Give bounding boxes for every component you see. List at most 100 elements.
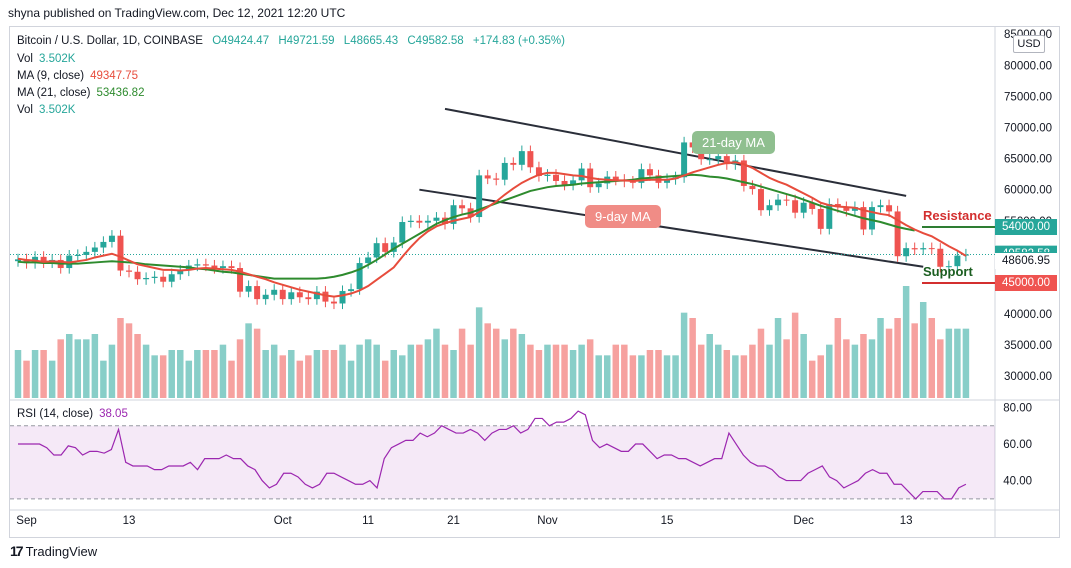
volume-bar bbox=[236, 339, 244, 398]
rsi-line bbox=[18, 410, 967, 500]
price-tick-label: 60000.00 bbox=[1004, 185, 1052, 197]
candle-body bbox=[424, 220, 431, 223]
volume-bar bbox=[766, 344, 773, 398]
candle-body bbox=[305, 297, 312, 300]
volume-bar bbox=[501, 339, 509, 398]
chart-frame bbox=[9, 26, 1060, 538]
time-tick-label: Sep bbox=[16, 515, 36, 527]
volume-bar bbox=[74, 339, 82, 398]
volume-bar bbox=[646, 350, 654, 398]
candle-body bbox=[23, 259, 30, 264]
volume-bar bbox=[253, 328, 261, 398]
price-tick-label: 65000.00 bbox=[1004, 154, 1052, 166]
candle-body bbox=[775, 199, 782, 206]
candle-body bbox=[578, 168, 585, 181]
volume-bar bbox=[638, 355, 645, 398]
change-value: +174.83 (+0.35%) bbox=[472, 35, 565, 47]
volume-bar bbox=[322, 350, 329, 398]
footer-brand[interactable]: 17 TradingView bbox=[10, 543, 97, 559]
price-tick-label: 80000.00 bbox=[1004, 60, 1052, 72]
candle-body bbox=[544, 174, 551, 176]
volume-bar bbox=[544, 344, 551, 398]
volume-bar bbox=[774, 318, 782, 398]
support-label: Support bbox=[923, 264, 973, 279]
candle-body bbox=[749, 185, 756, 190]
volume-bar bbox=[621, 344, 628, 398]
volume-bar bbox=[185, 360, 193, 398]
volume-bar bbox=[715, 344, 722, 398]
candle-body bbox=[382, 243, 389, 252]
volume-bar bbox=[877, 318, 884, 398]
volume-bar bbox=[313, 350, 321, 398]
currency-button[interactable]: USD bbox=[1013, 35, 1045, 53]
candle-body bbox=[74, 254, 81, 256]
candle-body bbox=[937, 248, 944, 267]
volume-bar bbox=[151, 355, 158, 398]
candle-body bbox=[407, 220, 414, 223]
indicator-ma9[interactable]: MA (9, close) 49347.75 bbox=[17, 70, 138, 82]
indicator-label: RSI (14, close) bbox=[17, 408, 94, 420]
rsi-tick-label: 80.00 bbox=[1003, 402, 1032, 414]
volume-bar bbox=[270, 344, 278, 398]
volume-bar bbox=[407, 344, 415, 398]
candle-body bbox=[484, 175, 491, 179]
candle-body bbox=[108, 235, 115, 242]
candle-body bbox=[288, 292, 295, 300]
volume-bar bbox=[125, 323, 133, 398]
volume-bar bbox=[595, 355, 602, 398]
volume-bar bbox=[31, 350, 39, 398]
indicator-vol-2[interactable]: Vol 3.502K bbox=[17, 104, 75, 116]
ma21-line bbox=[17, 173, 915, 280]
volume-bar bbox=[902, 286, 910, 398]
candle-body bbox=[134, 271, 141, 280]
volume-bar bbox=[177, 350, 184, 398]
candle-body bbox=[535, 167, 542, 176]
candle-body bbox=[390, 242, 397, 252]
open-value: O49424.47 bbox=[212, 35, 270, 47]
tradingview-logo-icon: 17 bbox=[10, 543, 24, 559]
time-tick-label: 21 bbox=[447, 515, 460, 527]
volume-bar bbox=[749, 344, 756, 398]
volume-bar bbox=[578, 344, 585, 398]
time-tick-label: Oct bbox=[274, 515, 293, 527]
candle-body bbox=[322, 291, 329, 302]
volume-bar bbox=[458, 328, 466, 398]
candle-body bbox=[450, 205, 457, 224]
volume-bar bbox=[330, 350, 338, 398]
candle-body bbox=[817, 208, 824, 229]
candle-body bbox=[117, 235, 124, 271]
time-tick-label: 13 bbox=[123, 515, 136, 527]
candle-body bbox=[851, 207, 858, 211]
candle-body bbox=[211, 265, 218, 269]
indicator-ma21[interactable]: MA (21, close) 53436.82 bbox=[17, 87, 144, 99]
candle-body bbox=[612, 176, 619, 180]
candle-body bbox=[826, 203, 833, 229]
volume-bar bbox=[40, 350, 47, 398]
time-tick-label: 13 bbox=[900, 515, 913, 527]
indicator-rsi[interactable]: RSI (14, close) 38.05 bbox=[17, 408, 128, 420]
candle-body bbox=[348, 289, 355, 292]
candle-body bbox=[510, 162, 517, 165]
candle-body bbox=[40, 256, 47, 263]
volume-bar bbox=[202, 350, 210, 398]
volume-bar bbox=[492, 328, 500, 398]
volume-bar bbox=[928, 318, 936, 398]
volume-bar bbox=[117, 318, 124, 398]
indicator-vol[interactable]: Vol 3.502K bbox=[17, 53, 75, 65]
candle-body bbox=[91, 247, 98, 252]
candle-body bbox=[740, 160, 747, 186]
volume-bar bbox=[655, 350, 662, 398]
volume-bar bbox=[484, 323, 491, 398]
ma21-callout: 21-day MA bbox=[692, 131, 775, 154]
volume-bar bbox=[672, 355, 679, 398]
volume-bar bbox=[262, 350, 269, 398]
trend-line bbox=[444, 107, 907, 197]
candle-body bbox=[681, 142, 688, 178]
volume-bar bbox=[868, 339, 876, 398]
price-badge: 54000.00 bbox=[995, 218, 1057, 235]
candle-body bbox=[783, 199, 790, 201]
volume-bar bbox=[441, 344, 449, 398]
volume-bar bbox=[424, 339, 432, 398]
volume-bar bbox=[561, 344, 568, 398]
